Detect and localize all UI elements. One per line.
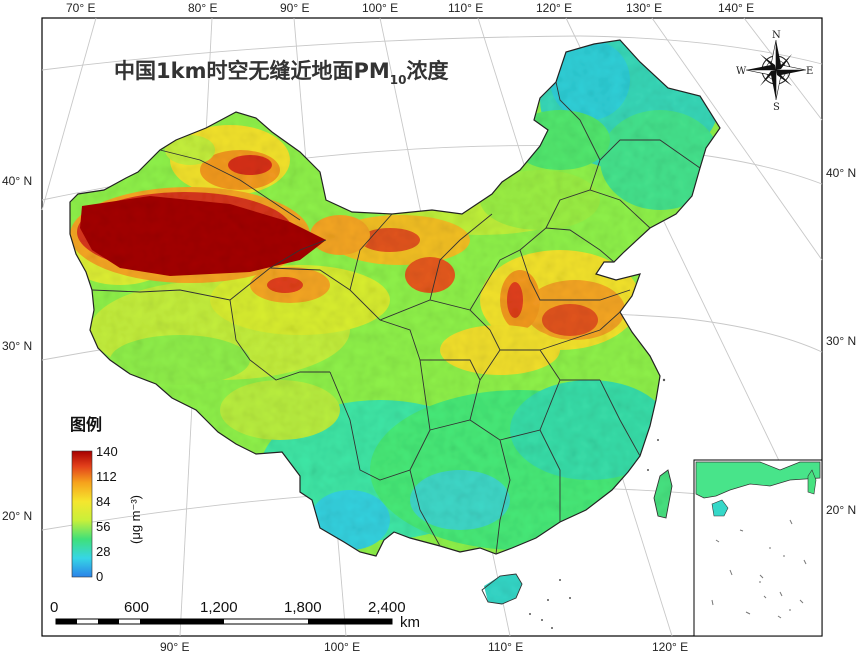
lat-label-right: 20° N [826, 503, 856, 517]
scale-tick-label: 600 [124, 599, 149, 616]
legend: 图例 140 112 84 56 28 0 (μg m⁻³) [70, 415, 143, 584]
lon-labels-top: 70° E 80° E 90° E 100° E 110° E 120° E 1… [66, 1, 754, 15]
map-title-subscript: 10 [390, 73, 407, 87]
lon-label-bottom: 110° E [488, 640, 523, 654]
map-title-suffix: 浓度 [406, 59, 448, 83]
lon-label-top: 100° E [362, 1, 398, 15]
lon-label-top: 130° E [626, 1, 662, 15]
scale-tick-label: 1,200 [200, 599, 238, 616]
lat-label-left: 20° N [2, 509, 32, 523]
compass-e-label: E [806, 66, 813, 77]
scale-bar: 0 600 1,200 1,800 2,400 km [50, 599, 420, 631]
lat-label-left: 40° N [2, 174, 32, 188]
lon-label-top: 140° E [718, 1, 754, 15]
lon-label-bottom: 100° E [324, 640, 360, 654]
island-specks [529, 378, 666, 629]
lon-label-top: 70° E [66, 1, 95, 15]
lon-label-top: 80° E [188, 1, 217, 15]
lon-label-top: 90° E [280, 1, 309, 15]
map-title: 中国1km时空无缝近地面PM10浓度 [114, 59, 448, 87]
lat-labels-left: 40° N 30° N 20° N [2, 174, 32, 523]
lat-label-right: 40° N [826, 166, 856, 180]
admin-boundaries [69, 39, 721, 605]
scale-unit: km [400, 614, 420, 631]
compass-w-label: W [736, 66, 747, 77]
lat-label-right: 30° N [826, 334, 856, 348]
legend-tick: 112 [96, 469, 117, 484]
lat-labels-right: 40° N 30° N 20° N [826, 166, 856, 517]
legend-tick: 140 [96, 444, 118, 459]
compass-s-label: S [773, 102, 780, 113]
legend-tick: 84 [96, 494, 110, 509]
compass-n-label: N [772, 30, 781, 41]
legend-unit: (μg m⁻³) [128, 495, 143, 544]
south-china-sea-inset [693, 459, 823, 637]
legend-colorbar [71, 450, 93, 578]
legend-tick: 0 [96, 569, 103, 584]
scale-tick-label: 0 [50, 599, 58, 616]
lon-label-bottom: 90° E [160, 640, 189, 654]
map-title-main: 中国1km时空无缝近地面PM [114, 59, 390, 83]
lon-label-top: 110° E [448, 1, 483, 15]
scale-tick-label: 1,800 [284, 599, 322, 616]
lat-label-left: 30° N [2, 339, 32, 353]
scale-tick-label: 2,400 [368, 599, 406, 616]
lon-label-bottom: 120° E [652, 640, 688, 654]
legend-tick: 56 [96, 519, 110, 534]
legend-title: 图例 [70, 415, 102, 434]
legend-tick: 28 [96, 544, 110, 559]
lon-label-top: 120° E [536, 1, 572, 15]
lon-labels-bottom: 90° E 100° E 110° E 120° E [160, 640, 688, 654]
compass-rose-icon: N S E W [736, 30, 813, 113]
